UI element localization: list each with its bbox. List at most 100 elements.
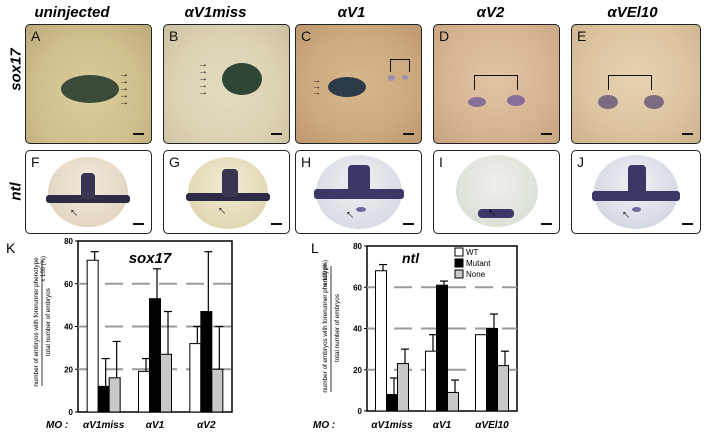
image-panel-C: → → → C [295,24,422,144]
legend-swatch [454,269,464,279]
chart-k-plot: 0 20 40 60 80 αV1miss αV1 αV2 [64,237,233,431]
chart-k-bar [211,368,224,413]
chart-l-ylabel-top: number of embryos with forerunner phenot… [322,263,329,393]
panel-letter-F: F [31,154,40,170]
image-panel-D: D [433,24,560,144]
image-panel-J: → J [571,150,701,234]
image-panel-E: E [571,24,701,144]
ntl-band [186,193,270,201]
ntl-midline [81,173,95,199]
ntl-band [314,189,404,199]
sox17-cluster [468,97,486,107]
legend-swatch [454,247,464,257]
chart-k-tick-label: 0 [69,408,74,417]
scale-bar [271,133,282,135]
legend-label: None [466,270,486,279]
legend-label: WT [466,248,479,257]
scale-bar [271,223,282,225]
ntl-band [46,195,130,203]
panel-letter-H: H [301,154,312,170]
panel-letter-I: I [439,154,443,170]
panel-letter-B: B [169,28,179,44]
arrows-icon: → → → → → [119,69,129,108]
sox17-cluster [222,63,262,95]
legend-swatch [454,258,464,268]
panel-letter-A: A [31,28,41,44]
ntl-band [592,191,680,201]
image-panel-A: → → → → → A [25,24,152,144]
panel-letter-C: C [301,28,312,44]
chart-l-bar [397,363,409,412]
chart-k: K sox17 number of embryos with forerunne… [6,237,233,431]
scale-bar [133,223,144,225]
chart-l-bar [486,328,498,412]
chart-l-category-label: αV1 [433,420,452,431]
bracket-arrow-icon [608,75,652,90]
image-panel-F: → F [25,150,152,234]
chart-l-bar [447,391,459,412]
chart-k-tick-label: 20 [64,365,73,374]
panel-letter-E: E [577,28,587,44]
scattered-cells [402,75,408,80]
sox17-cluster [507,95,525,106]
chart-l-legend: WT Mutant None [454,247,491,279]
chart-l-plot: 0 20 40 60 80 αV1miss αV1 αVEl10 [353,242,518,431]
chart-k-tick-label: 60 [64,280,73,289]
chart-l-tick-label: 40 [353,325,362,334]
image-panel-G: → G [163,150,290,234]
panel-letter-G: G [169,154,180,170]
row-label-ntl: ntl [7,182,25,201]
row-label-sox17: sox17 [7,48,25,91]
sox17-cluster [598,95,618,109]
bracket-arrow-icon [390,59,410,72]
chart-k-bar [86,259,99,413]
panel-letter-D: D [439,28,450,44]
chart-l-letter: L [311,240,319,256]
chart-k-tick-label: 80 [64,237,73,246]
chart-k-bar [189,343,202,413]
chart-k-bar [149,298,161,413]
chart-k-ylabel-top: number of embryos with forerunner phenot… [33,257,40,387]
chart-l-tick-label: 20 [353,366,362,375]
sox17-cluster [328,77,366,97]
panel-letter-J: J [577,154,584,170]
chart-k-bar [160,353,172,413]
chart-l-bar [425,350,437,412]
chart-l: L ntl number of embryos with forerunner … [311,240,518,431]
ntl-midline [222,169,238,197]
ntl-midline [348,165,370,193]
column-heading-uninjected: uninjected [34,4,110,21]
ntl-midline [628,165,646,195]
arrows-icon: → → → → → [198,59,208,98]
scale-bar [541,223,552,225]
chart-k-letter: K [6,240,16,256]
chart-l-bar [475,334,487,412]
chart-l-category-label: αVEl10 [475,420,509,431]
scattered-cells [632,207,641,212]
chart-k-bar [138,370,150,413]
chart-l-ylabel-bottom: total number of embryos [334,294,341,362]
scale-bar [133,133,144,135]
column-heading-avel10: αVEl10 [607,4,658,21]
scale-bar [682,133,693,135]
chart-k-ylabel-bottom: total number of embryos [45,288,52,356]
sox17-cluster [61,75,119,103]
chart-l-title: ntl [402,250,420,266]
bracket-arrow-icon [474,75,518,90]
legend-label: Mutant [466,259,491,268]
column-heading-av2: αV2 [476,4,505,21]
scale-bar [541,133,552,135]
scale-bar [403,133,414,135]
scattered-cells [356,207,366,212]
column-heading-av1: αV1 [337,4,366,21]
sox17-cluster [644,95,664,109]
chart-k-bar [97,385,110,413]
scale-bar [682,223,693,225]
chart-k-category-label: αV1 [146,420,165,431]
chart-k-tick-label: 40 [64,323,73,332]
chart-l-bar [436,284,448,412]
chart-l-mo-label: MO : [313,420,335,431]
chart-l-tick-label: 60 [353,283,362,292]
ntl-band [478,209,514,218]
chart-l-ylabel-factor: x 100 (%) [323,260,329,286]
